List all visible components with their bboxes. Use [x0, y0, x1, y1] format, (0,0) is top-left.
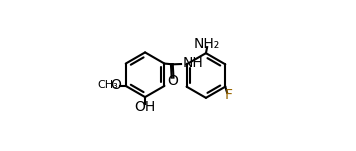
Text: NH₂: NH₂ — [194, 37, 220, 51]
Text: O: O — [110, 78, 121, 92]
Text: NH: NH — [182, 56, 203, 70]
Text: OH: OH — [135, 100, 156, 114]
Text: CH₃: CH₃ — [97, 80, 118, 90]
Text: F: F — [224, 88, 232, 102]
Text: O: O — [168, 74, 178, 88]
